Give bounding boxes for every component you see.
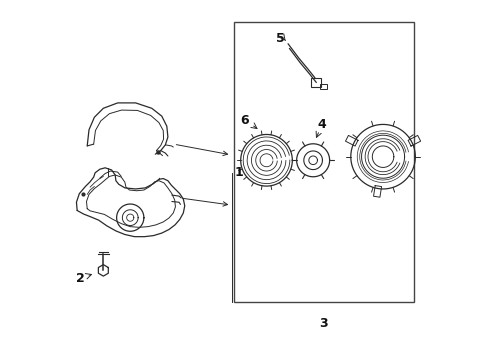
- Text: 6: 6: [240, 114, 248, 127]
- Text: 1: 1: [234, 166, 243, 179]
- Text: 2: 2: [75, 272, 84, 285]
- Text: 3: 3: [319, 317, 328, 330]
- Text: 4: 4: [318, 118, 326, 131]
- Text: 5: 5: [276, 32, 285, 45]
- Bar: [234, 22, 414, 302]
- Bar: [311, 78, 320, 87]
- Bar: [320, 84, 327, 89]
